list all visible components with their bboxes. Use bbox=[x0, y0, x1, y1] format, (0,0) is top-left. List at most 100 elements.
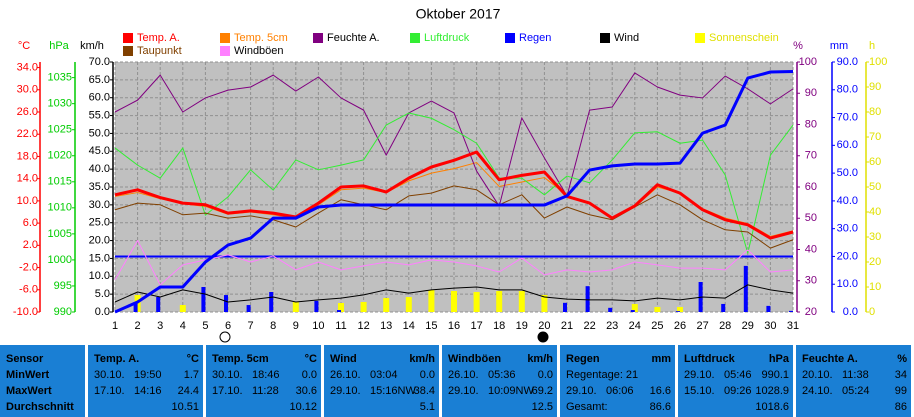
bar bbox=[654, 307, 661, 312]
column-unit: km/h bbox=[409, 353, 435, 365]
cell-time: 10:09NW bbox=[488, 385, 534, 397]
y-tick-label: 100 bbox=[799, 56, 817, 68]
cell-value: 69.2 bbox=[532, 385, 553, 397]
bar bbox=[451, 291, 457, 312]
y-tick-label: 30 bbox=[869, 231, 881, 243]
axis-title: °C bbox=[18, 40, 30, 52]
y-tick-label: 26.0 bbox=[17, 106, 38, 118]
y-tick-label: 18.0 bbox=[17, 150, 38, 162]
x-tick-label: 1 bbox=[112, 320, 118, 332]
cell-time: 09:26 bbox=[724, 385, 752, 397]
legend-label: Luftdruck bbox=[424, 32, 470, 44]
cell-value: 86 bbox=[895, 401, 907, 413]
y-tick-label: 5.0 bbox=[95, 288, 110, 300]
cell-time: 05:46 bbox=[724, 369, 752, 381]
cell-date: 26.10. bbox=[448, 369, 479, 381]
legend-label: Feuchte A. bbox=[327, 32, 380, 44]
bar bbox=[338, 303, 344, 312]
y-tick-label: 70 bbox=[805, 150, 817, 162]
legend-swatch bbox=[220, 46, 230, 56]
legend-label: Sonnenschein bbox=[709, 32, 779, 44]
cell-time: 03:04 bbox=[370, 369, 398, 381]
column-unit: hPa bbox=[769, 353, 790, 365]
moon-new bbox=[537, 331, 549, 343]
cell-value: 1.7 bbox=[184, 369, 199, 381]
y-tick-label: 0.0 bbox=[843, 306, 858, 318]
cell-date: 29.10. bbox=[684, 369, 715, 381]
cell-value: 0.0 bbox=[420, 369, 435, 381]
y-tick-label: 40 bbox=[869, 206, 881, 218]
y-tick-label: 1005 bbox=[48, 228, 72, 240]
bar bbox=[541, 295, 548, 312]
bar bbox=[676, 311, 680, 312]
x-tick-label: 4 bbox=[180, 320, 186, 332]
y-tick-label: 80 bbox=[869, 106, 881, 118]
y-tick-label: 60 bbox=[869, 156, 881, 168]
y-tick-label: 50 bbox=[805, 212, 817, 224]
legend-label: Temp. 5cm bbox=[234, 32, 288, 44]
row-label: Sensor bbox=[6, 353, 44, 365]
bar bbox=[518, 291, 525, 312]
cell-date: 30.10. bbox=[94, 369, 125, 381]
y-tick-label: 1015 bbox=[48, 176, 72, 188]
series-line bbox=[114, 240, 794, 286]
table-cell bbox=[88, 345, 203, 417]
cell-value: 86.6 bbox=[650, 401, 671, 413]
x-tick-label: 6 bbox=[225, 320, 231, 332]
y-tick-label: 20 bbox=[869, 256, 881, 268]
y-tick-label: 995 bbox=[54, 280, 72, 292]
table-cell bbox=[0, 345, 85, 417]
bar bbox=[428, 290, 435, 312]
y-tick-label: -2.0 bbox=[19, 261, 38, 273]
series-line bbox=[114, 150, 794, 240]
y-tick-label: 0.0 bbox=[95, 306, 110, 318]
x-tick-label: 21 bbox=[561, 320, 573, 332]
bar bbox=[224, 295, 228, 312]
x-tick-label: 2 bbox=[135, 320, 141, 332]
legend-label: Taupunkt bbox=[137, 45, 182, 57]
cell-time: 11:38 bbox=[842, 369, 869, 381]
y-tick-label: 30 bbox=[805, 275, 817, 287]
x-tick-label: 18 bbox=[493, 320, 505, 332]
y-tick-label: 70.0 bbox=[837, 111, 858, 123]
cell-date: 17.10. bbox=[94, 385, 125, 397]
y-tick-label: 60.0 bbox=[837, 139, 858, 151]
column-unit: % bbox=[897, 353, 907, 365]
legend-label: Regen bbox=[519, 32, 551, 44]
y-tick-label: 15.0 bbox=[89, 252, 110, 264]
cell-date: 26.10. bbox=[330, 369, 361, 381]
x-tick-label: 8 bbox=[270, 320, 276, 332]
y-tick-label: 50.0 bbox=[89, 127, 110, 139]
x-tick-label: 22 bbox=[583, 320, 595, 332]
x-tick-label: 19 bbox=[516, 320, 528, 332]
bar bbox=[156, 297, 161, 312]
y-tick-label: 10 bbox=[869, 281, 881, 293]
x-tick-label: 7 bbox=[248, 320, 254, 332]
y-tick-label: 1035 bbox=[48, 72, 72, 84]
cell-value: 34 bbox=[895, 369, 907, 381]
chart-title: Oktober 2017 bbox=[416, 6, 501, 22]
cell-time: 18:46 bbox=[252, 369, 280, 381]
cell-date: 15.10. bbox=[684, 385, 715, 397]
x-tick-label: 3 bbox=[157, 320, 163, 332]
cell-value: 10.51 bbox=[171, 401, 199, 413]
column-title: Temp. A. bbox=[94, 353, 139, 365]
bar bbox=[608, 307, 613, 312]
bar bbox=[133, 302, 138, 312]
bar bbox=[585, 286, 590, 312]
bar bbox=[677, 307, 683, 312]
x-tick-label: 10 bbox=[312, 320, 324, 332]
x-tick-label: 11 bbox=[335, 320, 346, 332]
y-tick-label: 45.0 bbox=[89, 145, 110, 157]
axis-title: mm bbox=[830, 40, 848, 52]
bar bbox=[179, 305, 186, 312]
cell-value: 30.6 bbox=[296, 385, 317, 397]
series-line bbox=[114, 69, 794, 314]
table-cell bbox=[442, 345, 557, 417]
bar bbox=[405, 297, 412, 312]
column-title: Feuchte A. bbox=[802, 353, 858, 365]
y-tick-label: 22.0 bbox=[17, 128, 38, 140]
cell-label: Regentage: 21 bbox=[566, 369, 638, 381]
series-line bbox=[114, 284, 794, 303]
y-tick-label: 20.0 bbox=[89, 234, 110, 246]
